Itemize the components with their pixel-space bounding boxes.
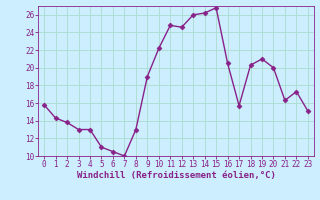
X-axis label: Windchill (Refroidissement éolien,°C): Windchill (Refroidissement éolien,°C) [76,171,276,180]
